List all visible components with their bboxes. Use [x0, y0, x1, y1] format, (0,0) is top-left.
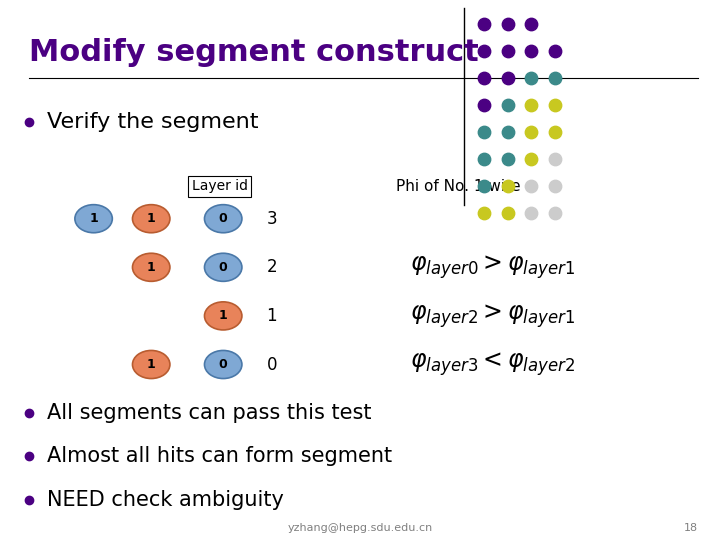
Circle shape: [75, 205, 112, 233]
Circle shape: [204, 205, 242, 233]
Text: 1: 1: [89, 212, 98, 225]
Point: [549, 47, 561, 56]
Point: [526, 182, 537, 191]
Text: Almost all hits can form segment: Almost all hits can form segment: [47, 446, 392, 467]
Point: [478, 47, 490, 56]
Text: Layer id: Layer id: [192, 179, 248, 193]
Text: Modify segment construct: Modify segment construct: [29, 38, 479, 67]
Point: [502, 47, 513, 56]
Point: [478, 155, 490, 164]
Point: [526, 128, 537, 137]
Point: [526, 155, 537, 164]
Text: 1: 1: [147, 358, 156, 371]
Text: 18: 18: [684, 523, 698, 533]
Text: 1: 1: [147, 261, 156, 274]
Text: $\varphi_{layer0} > \varphi_{layer1}$: $\varphi_{layer0} > \varphi_{layer1}$: [410, 253, 576, 281]
Point: [478, 101, 490, 110]
Text: Verify the segment: Verify the segment: [47, 111, 258, 132]
Point: [502, 74, 513, 83]
Point: [526, 101, 537, 110]
Point: [502, 209, 513, 218]
Text: All segments can pass this test: All segments can pass this test: [47, 403, 372, 423]
Point: [478, 20, 490, 29]
Circle shape: [204, 253, 242, 281]
Point: [502, 155, 513, 164]
Point: [502, 128, 513, 137]
Text: $\varphi_{layer2} > \varphi_{layer1}$: $\varphi_{layer2} > \varphi_{layer1}$: [410, 302, 576, 330]
Circle shape: [132, 253, 170, 281]
Text: 0: 0: [219, 212, 228, 225]
Point: [502, 20, 513, 29]
Text: 0: 0: [219, 358, 228, 371]
Point: [526, 74, 537, 83]
Text: NEED check ambiguity: NEED check ambiguity: [47, 489, 284, 510]
Text: yzhang@hepg.sdu.edu.cn: yzhang@hepg.sdu.edu.cn: [287, 523, 433, 533]
Text: 1: 1: [147, 212, 156, 225]
Text: $\varphi_{layer3} < \varphi_{layer2}$: $\varphi_{layer3} < \varphi_{layer2}$: [410, 350, 576, 379]
Point: [478, 182, 490, 191]
Text: Phi of No. 1 wire: Phi of No. 1 wire: [396, 179, 521, 194]
Text: 1: 1: [266, 307, 277, 325]
Text: 1: 1: [219, 309, 228, 322]
Point: [502, 101, 513, 110]
Point: [478, 74, 490, 83]
Point: [478, 128, 490, 137]
Circle shape: [204, 302, 242, 330]
Text: 3: 3: [266, 210, 277, 228]
Circle shape: [132, 350, 170, 379]
Circle shape: [204, 350, 242, 379]
Circle shape: [132, 205, 170, 233]
Point: [549, 128, 561, 137]
Point: [549, 209, 561, 218]
Point: [549, 155, 561, 164]
Point: [549, 101, 561, 110]
Point: [549, 182, 561, 191]
Text: 0: 0: [266, 355, 277, 374]
Point: [502, 182, 513, 191]
Point: [549, 74, 561, 83]
Point: [478, 209, 490, 218]
Point: [526, 20, 537, 29]
Point: [526, 209, 537, 218]
Point: [526, 47, 537, 56]
Text: 2: 2: [266, 258, 277, 276]
Text: 0: 0: [219, 261, 228, 274]
